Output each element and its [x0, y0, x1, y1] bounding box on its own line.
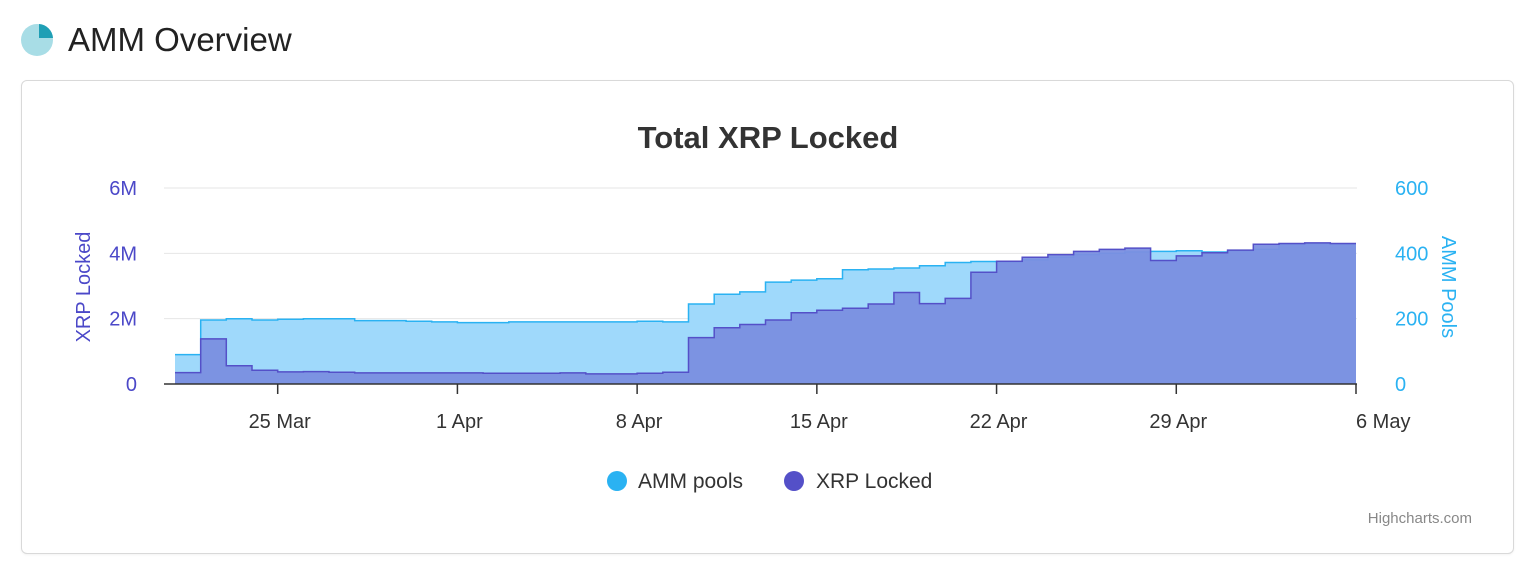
legend-label-amm-pools: AMM pools: [638, 470, 743, 493]
y-left-tick-label: 0: [126, 374, 137, 396]
chart-card: Total XRP Locked 0 2M 4M 6M 0 200 400 600 25 M…: [21, 80, 1514, 554]
y-right-tick-label: 400: [1395, 243, 1428, 265]
x-tick-label: 8 Apr: [616, 411, 663, 433]
chart: Total XRP Locked 0 2M 4M 6M 0 200 400 600 25 M…: [73, 120, 1472, 527]
y-left-ticks: 0 2M 4M 6M: [109, 178, 137, 396]
legend-label-xrp-locked: XRP Locked: [816, 470, 932, 493]
y-left-axis-title: XRP Locked: [73, 232, 95, 343]
legend-marker-xrp-locked: [784, 471, 804, 491]
page-title: AMM Overview: [68, 21, 292, 58]
x-tick-label: 15 Apr: [790, 411, 848, 433]
area-xrp-locked: [175, 242, 1356, 384]
legend: AMM pools XRP Locked: [607, 470, 932, 493]
x-tick-label: 1 Apr: [436, 411, 483, 433]
line-amm-pools: [175, 242, 1356, 356]
y-left-tick-label: 6M: [109, 178, 137, 200]
x-tick-label: 25 Mar: [249, 411, 312, 433]
y-right-tick-label: 600: [1395, 178, 1428, 200]
legend-item-xrp-locked[interactable]: XRP Locked: [784, 470, 932, 493]
x-tick-label: 29 Apr: [1149, 411, 1207, 433]
legend-item-amm-pools[interactable]: AMM pools: [607, 470, 743, 493]
x-tick-label: 22 Apr: [970, 411, 1028, 433]
y-right-tick-label: 0: [1395, 374, 1406, 396]
chart-title: Total XRP Locked: [638, 120, 899, 155]
series-areas[interactable]: [175, 242, 1356, 384]
legend-marker-amm-pools: [607, 471, 627, 491]
y-right-axis-title: AMM Pools: [1437, 236, 1459, 338]
pie-chart-icon: [20, 23, 54, 57]
line-xrp-locked: [175, 242, 1356, 375]
y-right-tick-label: 200: [1395, 309, 1428, 331]
credits-link[interactable]: Highcharts.com: [1368, 510, 1472, 527]
page-header: AMM Overview: [20, 18, 292, 62]
y-left-tick-label: 2M: [109, 309, 137, 331]
y-left-tick-label: 4M: [109, 243, 137, 265]
x-tick-label: 6 May: [1356, 411, 1410, 433]
y-right-ticks: 0 200 400 600: [1395, 178, 1428, 396]
x-ticks: 25 Mar 1 Apr 8 Apr 15 Apr 22 Apr 29 Apr 6 May: [249, 411, 1411, 433]
axes: [164, 383, 1357, 394]
